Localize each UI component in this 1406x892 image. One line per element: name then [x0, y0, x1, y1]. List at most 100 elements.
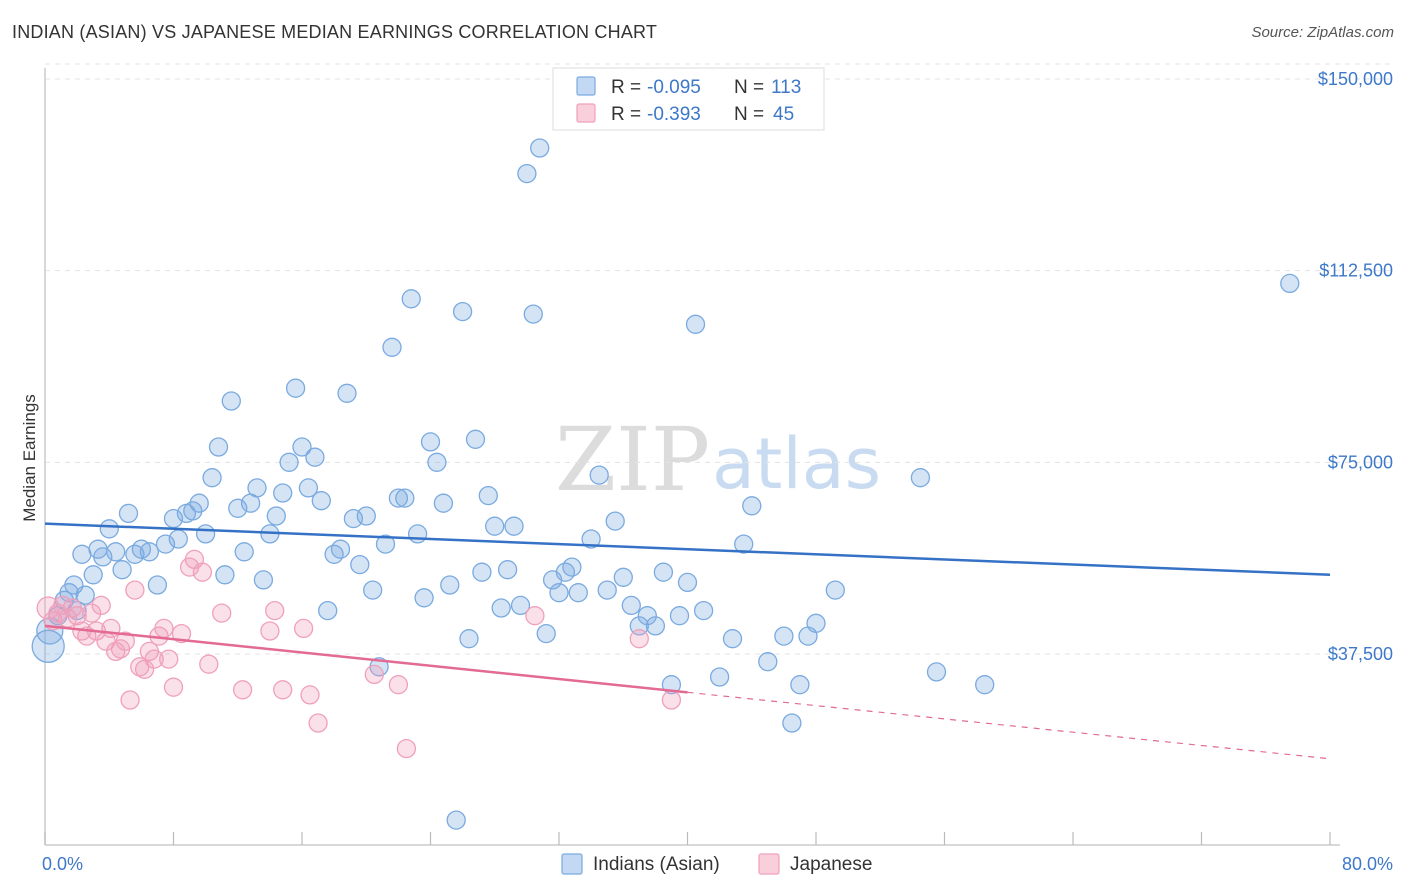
data-point: [308, 713, 328, 733]
data-point: [472, 562, 492, 582]
data-point: [395, 488, 415, 508]
data-point: [742, 496, 762, 516]
data-point: [420, 432, 441, 452]
data-point: [330, 539, 351, 559]
data-point: [806, 613, 826, 633]
data-point: [199, 654, 219, 674]
data-point: [363, 580, 383, 600]
legend-bottom-label-indians: Indians (Asian): [593, 854, 720, 875]
data-points: [31, 138, 1300, 830]
data-point: [159, 649, 179, 669]
legend-swatch-indians: [576, 76, 596, 96]
data-point: [774, 626, 794, 646]
data-point: [215, 565, 235, 585]
data-point: [661, 690, 682, 710]
legend-r-value-indians: -0.095: [647, 77, 701, 98]
data-point: [139, 542, 160, 562]
data-point: [549, 583, 569, 603]
trend-line-indians: [44, 522, 1331, 577]
watermark: ZIP atlas: [555, 408, 881, 511]
y-tick-label: $75,000: [1328, 452, 1393, 472]
data-point: [155, 534, 176, 554]
data-point: [589, 465, 609, 485]
data-point: [212, 603, 232, 623]
data-point: [292, 437, 312, 457]
data-point: [91, 595, 111, 616]
data-point: [300, 685, 320, 705]
data-point: [536, 623, 556, 644]
data-point: [510, 595, 531, 616]
data-point: [208, 437, 229, 457]
legend-n-label-japanese: N =: [734, 104, 764, 125]
y-tick-labels: $37,500 $75,000 $112,500 $150,000: [1318, 69, 1393, 664]
data-point: [154, 618, 174, 639]
data-point: [629, 629, 649, 649]
data-point: [485, 516, 505, 536]
data-point: [734, 534, 754, 554]
data-point: [669, 606, 690, 626]
data-point: [168, 529, 188, 549]
y-tick-label: $150,000: [1318, 69, 1393, 89]
axes: [44, 68, 1340, 846]
data-point: [396, 738, 417, 759]
data-point: [120, 690, 140, 710]
y-tick-label: $112,500: [1319, 261, 1393, 281]
data-point: [356, 506, 376, 526]
data-point: [232, 680, 253, 700]
data-point: [99, 519, 119, 539]
data-point: [324, 544, 344, 564]
data-point: [401, 289, 421, 309]
data-point: [260, 621, 280, 641]
data-point: [517, 163, 537, 184]
data-point: [171, 623, 192, 644]
data-point: [685, 314, 706, 334]
data-point: [693, 600, 714, 621]
data-point: [247, 478, 267, 498]
data-point: [125, 544, 145, 564]
data-point: [388, 488, 409, 508]
data-point: [350, 554, 370, 575]
data-point: [597, 580, 617, 600]
data-point: [189, 493, 209, 513]
watermark-zip: ZIP: [555, 408, 710, 511]
data-point: [183, 501, 203, 521]
data-point: [115, 631, 135, 651]
data-point: [388, 675, 409, 695]
data-point: [318, 600, 338, 621]
data-point: [337, 383, 357, 403]
series-points-indians: [31, 138, 1300, 830]
chart-title: INDIAN (ASIAN) VS JAPANESE MEDIAN EARNIN…: [12, 22, 658, 42]
data-point: [285, 378, 306, 398]
data-point: [147, 575, 168, 595]
data-point: [253, 570, 274, 590]
data-point: [975, 675, 995, 695]
data-point: [491, 598, 511, 618]
x-tick-marks: [44, 832, 1331, 845]
data-point: [265, 600, 285, 621]
x-tick-label-max: 80.0%: [1342, 854, 1393, 874]
data-point: [722, 629, 743, 649]
data-point: [112, 560, 132, 580]
data-point: [637, 606, 657, 626]
data-point: [293, 618, 314, 639]
legend-swatch-japanese: [576, 103, 596, 123]
data-point: [555, 562, 576, 582]
data-point: [581, 529, 601, 549]
data-point: [525, 606, 545, 626]
gridlines: [45, 63, 1395, 655]
data-point: [228, 498, 248, 518]
data-point: [375, 534, 396, 554]
data-point: [504, 516, 524, 536]
data-point: [234, 542, 254, 562]
data-point: [530, 138, 550, 158]
data-point: [106, 542, 126, 562]
data-point: [653, 562, 674, 582]
data-point: [758, 652, 778, 672]
data-point: [311, 491, 331, 511]
data-point: [118, 503, 139, 524]
data-point: [621, 595, 641, 616]
data-point: [67, 606, 87, 626]
data-point: [279, 452, 299, 472]
legend-r-label-japanese: R =: [611, 104, 641, 125]
